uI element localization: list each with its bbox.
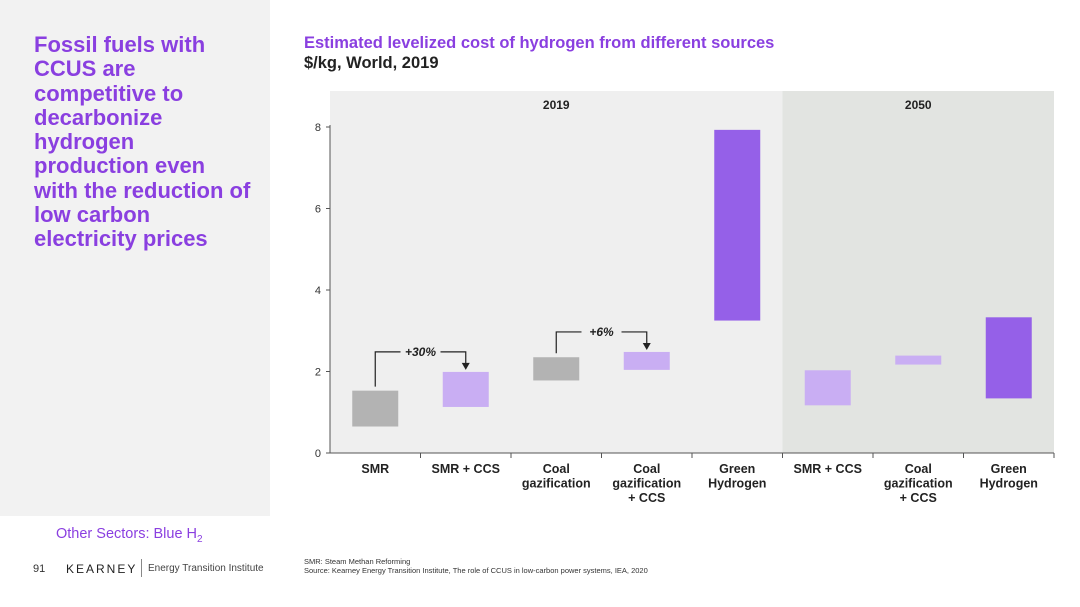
y-tick-label-8: 8 — [315, 122, 321, 134]
y-tick-label-0: 0 — [315, 448, 321, 460]
chart-subtitle: $/kg, World, 2019 — [304, 54, 439, 72]
category-label-7-1: Hydrogen — [980, 477, 1038, 491]
category-label-0-0: SMR — [361, 462, 389, 476]
section-label[interactable]: Other Sectors: Blue H2 — [56, 526, 203, 545]
category-label-3-1: gazification — [612, 477, 681, 491]
logo-divider — [141, 559, 142, 577]
annotation-label-1: +6% — [589, 325, 614, 339]
section-label-subscript: 2 — [197, 533, 203, 545]
annotation-line-left-1 — [555, 331, 582, 354]
category-label-7-0: Green — [991, 462, 1027, 476]
bar-5 — [804, 370, 851, 406]
y-tick-label-2: 2 — [315, 367, 321, 379]
footnote-source: Source: Kearney Energy Transition Instit… — [304, 566, 648, 575]
annotation-line-left-0 — [374, 351, 401, 387]
category-label-4-1: Hydrogen — [708, 477, 766, 491]
category-label-3-2: + CCS — [628, 491, 665, 505]
annotation-line-right-0 — [440, 351, 467, 364]
bar-3 — [623, 351, 670, 370]
bar-2 — [533, 357, 580, 381]
section-label-text: Other Sectors: Blue H — [56, 526, 198, 542]
footnotes: SMR: Steam Methan Reforming Source: Kear… — [304, 557, 648, 575]
group-label-2050: 2050 — [905, 98, 932, 112]
group-panel-2019 — [330, 91, 783, 453]
category-label-4-0: Green — [719, 462, 755, 476]
annotation-line-right-1 — [621, 331, 648, 344]
category-label-2-1: gazification — [522, 477, 591, 491]
category-label-5-0: SMR + CCS — [794, 462, 862, 476]
chart-title: Estimated levelized cost of hydrogen fro… — [304, 34, 775, 52]
bar-6 — [895, 355, 942, 365]
y-tick-label-4: 4 — [315, 285, 321, 297]
category-label-6-2: + CCS — [900, 491, 937, 505]
bar-4 — [714, 129, 761, 321]
slide-headline: Fossil fuels with CCUS are competitive t… — [34, 32, 251, 252]
sidebar-panel — [0, 0, 270, 607]
bar-0 — [352, 390, 399, 427]
annotation-arrowhead-0 — [461, 362, 470, 370]
footer-left — [0, 552, 270, 607]
group-label-2019: 2019 — [543, 98, 570, 112]
category-label-6-0: Coal — [905, 462, 932, 476]
bar-1 — [442, 371, 489, 407]
y-tick-label-6: 6 — [315, 204, 321, 216]
page-number: 91 — [33, 563, 46, 575]
category-label-6-1: gazification — [884, 477, 953, 491]
annotation-arrowhead-1 — [642, 342, 651, 350]
category-label-3-0: Coal — [633, 462, 660, 476]
kearney-logo: KEARNEY — [66, 562, 138, 576]
logo-subtitle: Energy Transition Institute — [148, 563, 264, 574]
category-label-1-0: SMR + CCS — [432, 462, 500, 476]
category-label-2-0: Coal — [543, 462, 570, 476]
section-label-box — [0, 516, 270, 552]
footnote-abbreviation: SMR: Steam Methan Reforming — [304, 557, 411, 566]
bar-7 — [985, 317, 1032, 399]
annotation-label-0: +30% — [405, 345, 436, 359]
